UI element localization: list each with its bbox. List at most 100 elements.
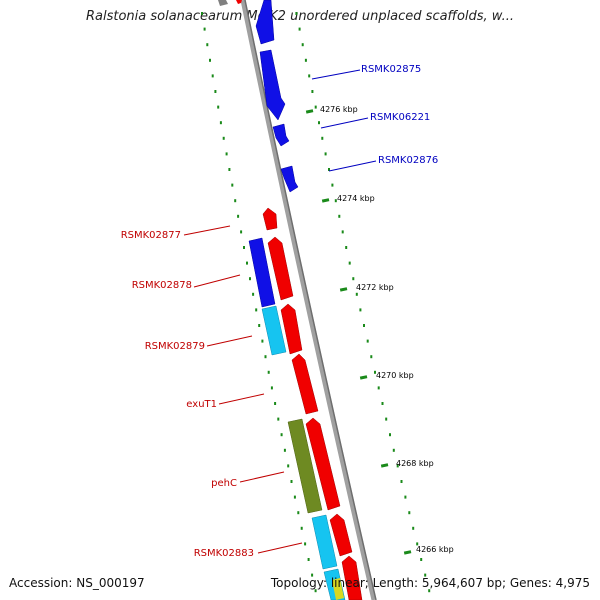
gene-feature[interactable]	[259, 49, 286, 121]
ruler-dot	[377, 386, 380, 390]
ruler-dot	[225, 152, 228, 156]
scale-label: 4272 kbp	[356, 283, 394, 292]
ruler-dot	[237, 214, 240, 218]
gene-label[interactable]: exuT1	[186, 399, 217, 410]
ruler-dot	[324, 152, 327, 156]
page-title: Ralstonia solanacearum MolK2 unordered u…	[85, 9, 514, 24]
ruler-dot	[240, 230, 243, 234]
gene-feature[interactable]	[255, 0, 275, 45]
ruler-dot	[352, 277, 355, 281]
ruler-dot	[389, 433, 391, 437]
scale-tick	[321, 198, 330, 203]
gene-feature[interactable]	[262, 207, 278, 231]
ruler-dot	[420, 558, 423, 561]
scale-label: 4276 kbp	[320, 105, 358, 114]
ruler-dot	[424, 573, 427, 577]
ruler-dot	[270, 386, 273, 390]
genome-backbone-shadow	[244, 0, 377, 600]
gene-feature[interactable]	[332, 578, 344, 600]
ruler-dot	[252, 292, 255, 296]
gene-label[interactable]: RSMK02877	[121, 230, 181, 241]
ruler-dot	[298, 27, 301, 31]
gene-feature[interactable]	[280, 303, 303, 355]
ruler-dot	[249, 277, 251, 281]
gene-label[interactable]: RSMK02876	[378, 155, 438, 166]
ruler-dot	[359, 308, 362, 312]
gene-label[interactable]: RSMK02879	[145, 341, 205, 352]
inner-ruler	[201, 12, 317, 593]
gene-label[interactable]: RSMK06221	[370, 112, 430, 123]
ruler-dot	[416, 542, 419, 546]
ruler-dot	[206, 43, 209, 47]
ruler-dot	[328, 168, 330, 171]
ruler-dot	[408, 511, 411, 515]
gene-feature[interactable]	[261, 305, 287, 356]
outer-ruler	[295, 12, 431, 593]
gene-feature[interactable]	[329, 513, 353, 557]
scale-label: 4274 kbp	[337, 194, 375, 203]
ruler-dot	[287, 464, 290, 468]
ruler-dot	[274, 402, 277, 405]
ruler-dot	[267, 370, 270, 374]
gene-feature[interactable]	[272, 123, 290, 147]
ruler-dot	[334, 199, 337, 203]
ruler-dot	[381, 402, 384, 405]
scale-tick	[403, 550, 412, 555]
ruler-dot	[203, 27, 206, 31]
ruler-dot	[300, 526, 303, 530]
ruler-dot	[311, 90, 314, 93]
label-leaders-left	[183, 225, 303, 554]
ruler-dot	[404, 495, 407, 499]
gene-feature[interactable]	[305, 417, 341, 511]
ruler-dot	[341, 230, 344, 234]
gene-label[interactable]: pehC	[211, 478, 237, 489]
gene-feature[interactable]	[267, 236, 294, 301]
ruler-dot	[290, 480, 293, 483]
ruler-dot	[217, 105, 220, 109]
gene-label[interactable]: RSMK02878	[132, 280, 192, 291]
gene-feature[interactable]	[236, 0, 242, 4]
ruler-dot	[331, 183, 334, 187]
ruler-dot	[321, 136, 324, 140]
gene-feature[interactable]	[287, 418, 323, 514]
gene-feature[interactable]	[291, 353, 319, 415]
ruler-dot	[318, 121, 320, 125]
gene-feature[interactable]	[341, 555, 363, 600]
ruler-dot	[314, 589, 317, 593]
ruler-dot	[234, 199, 237, 203]
ruler-dot	[396, 464, 399, 468]
ruler-dot	[428, 589, 431, 593]
ruler-dot	[295, 12, 298, 15]
ruler-dot	[374, 370, 376, 374]
ruler-dot	[246, 261, 248, 265]
ruler-dot	[222, 136, 225, 140]
ruler-dot	[214, 90, 217, 93]
scale-label: 4266 kbp	[416, 545, 454, 554]
gene-feature[interactable]	[280, 165, 299, 193]
ruler-dot	[392, 448, 395, 452]
scale-ticks	[305, 109, 412, 555]
ruler-dot	[355, 292, 358, 296]
ruler-dot	[304, 542, 307, 546]
ruler-dot	[258, 324, 261, 327]
ruler-dot	[366, 339, 369, 343]
gene-label[interactable]: RSMK02875	[361, 64, 421, 75]
ruler-dot	[297, 511, 300, 515]
ruler-dot	[280, 433, 283, 437]
gene-feature[interactable]	[248, 237, 276, 308]
gene-feature[interactable]	[311, 514, 338, 570]
ruler-dot	[301, 43, 304, 47]
ruler-dot	[412, 526, 415, 530]
gene-label[interactable]: RSMK02883	[194, 548, 254, 559]
gene-labels-right: RSMK02875 RSMK06221 RSMK02876	[361, 64, 438, 166]
ruler-dot	[228, 168, 231, 171]
left-track-features	[248, 237, 346, 600]
gene-labels-left: RSMK02877 RSMK02878 RSMK02879 exuT1 pehC…	[121, 230, 254, 559]
ruler-dot	[277, 417, 280, 421]
ruler-dot	[363, 324, 365, 327]
reverse-features	[262, 207, 363, 600]
gene-feature[interactable]	[218, 0, 228, 6]
ruler-dot	[219, 121, 222, 125]
ruler-dot	[338, 214, 341, 218]
